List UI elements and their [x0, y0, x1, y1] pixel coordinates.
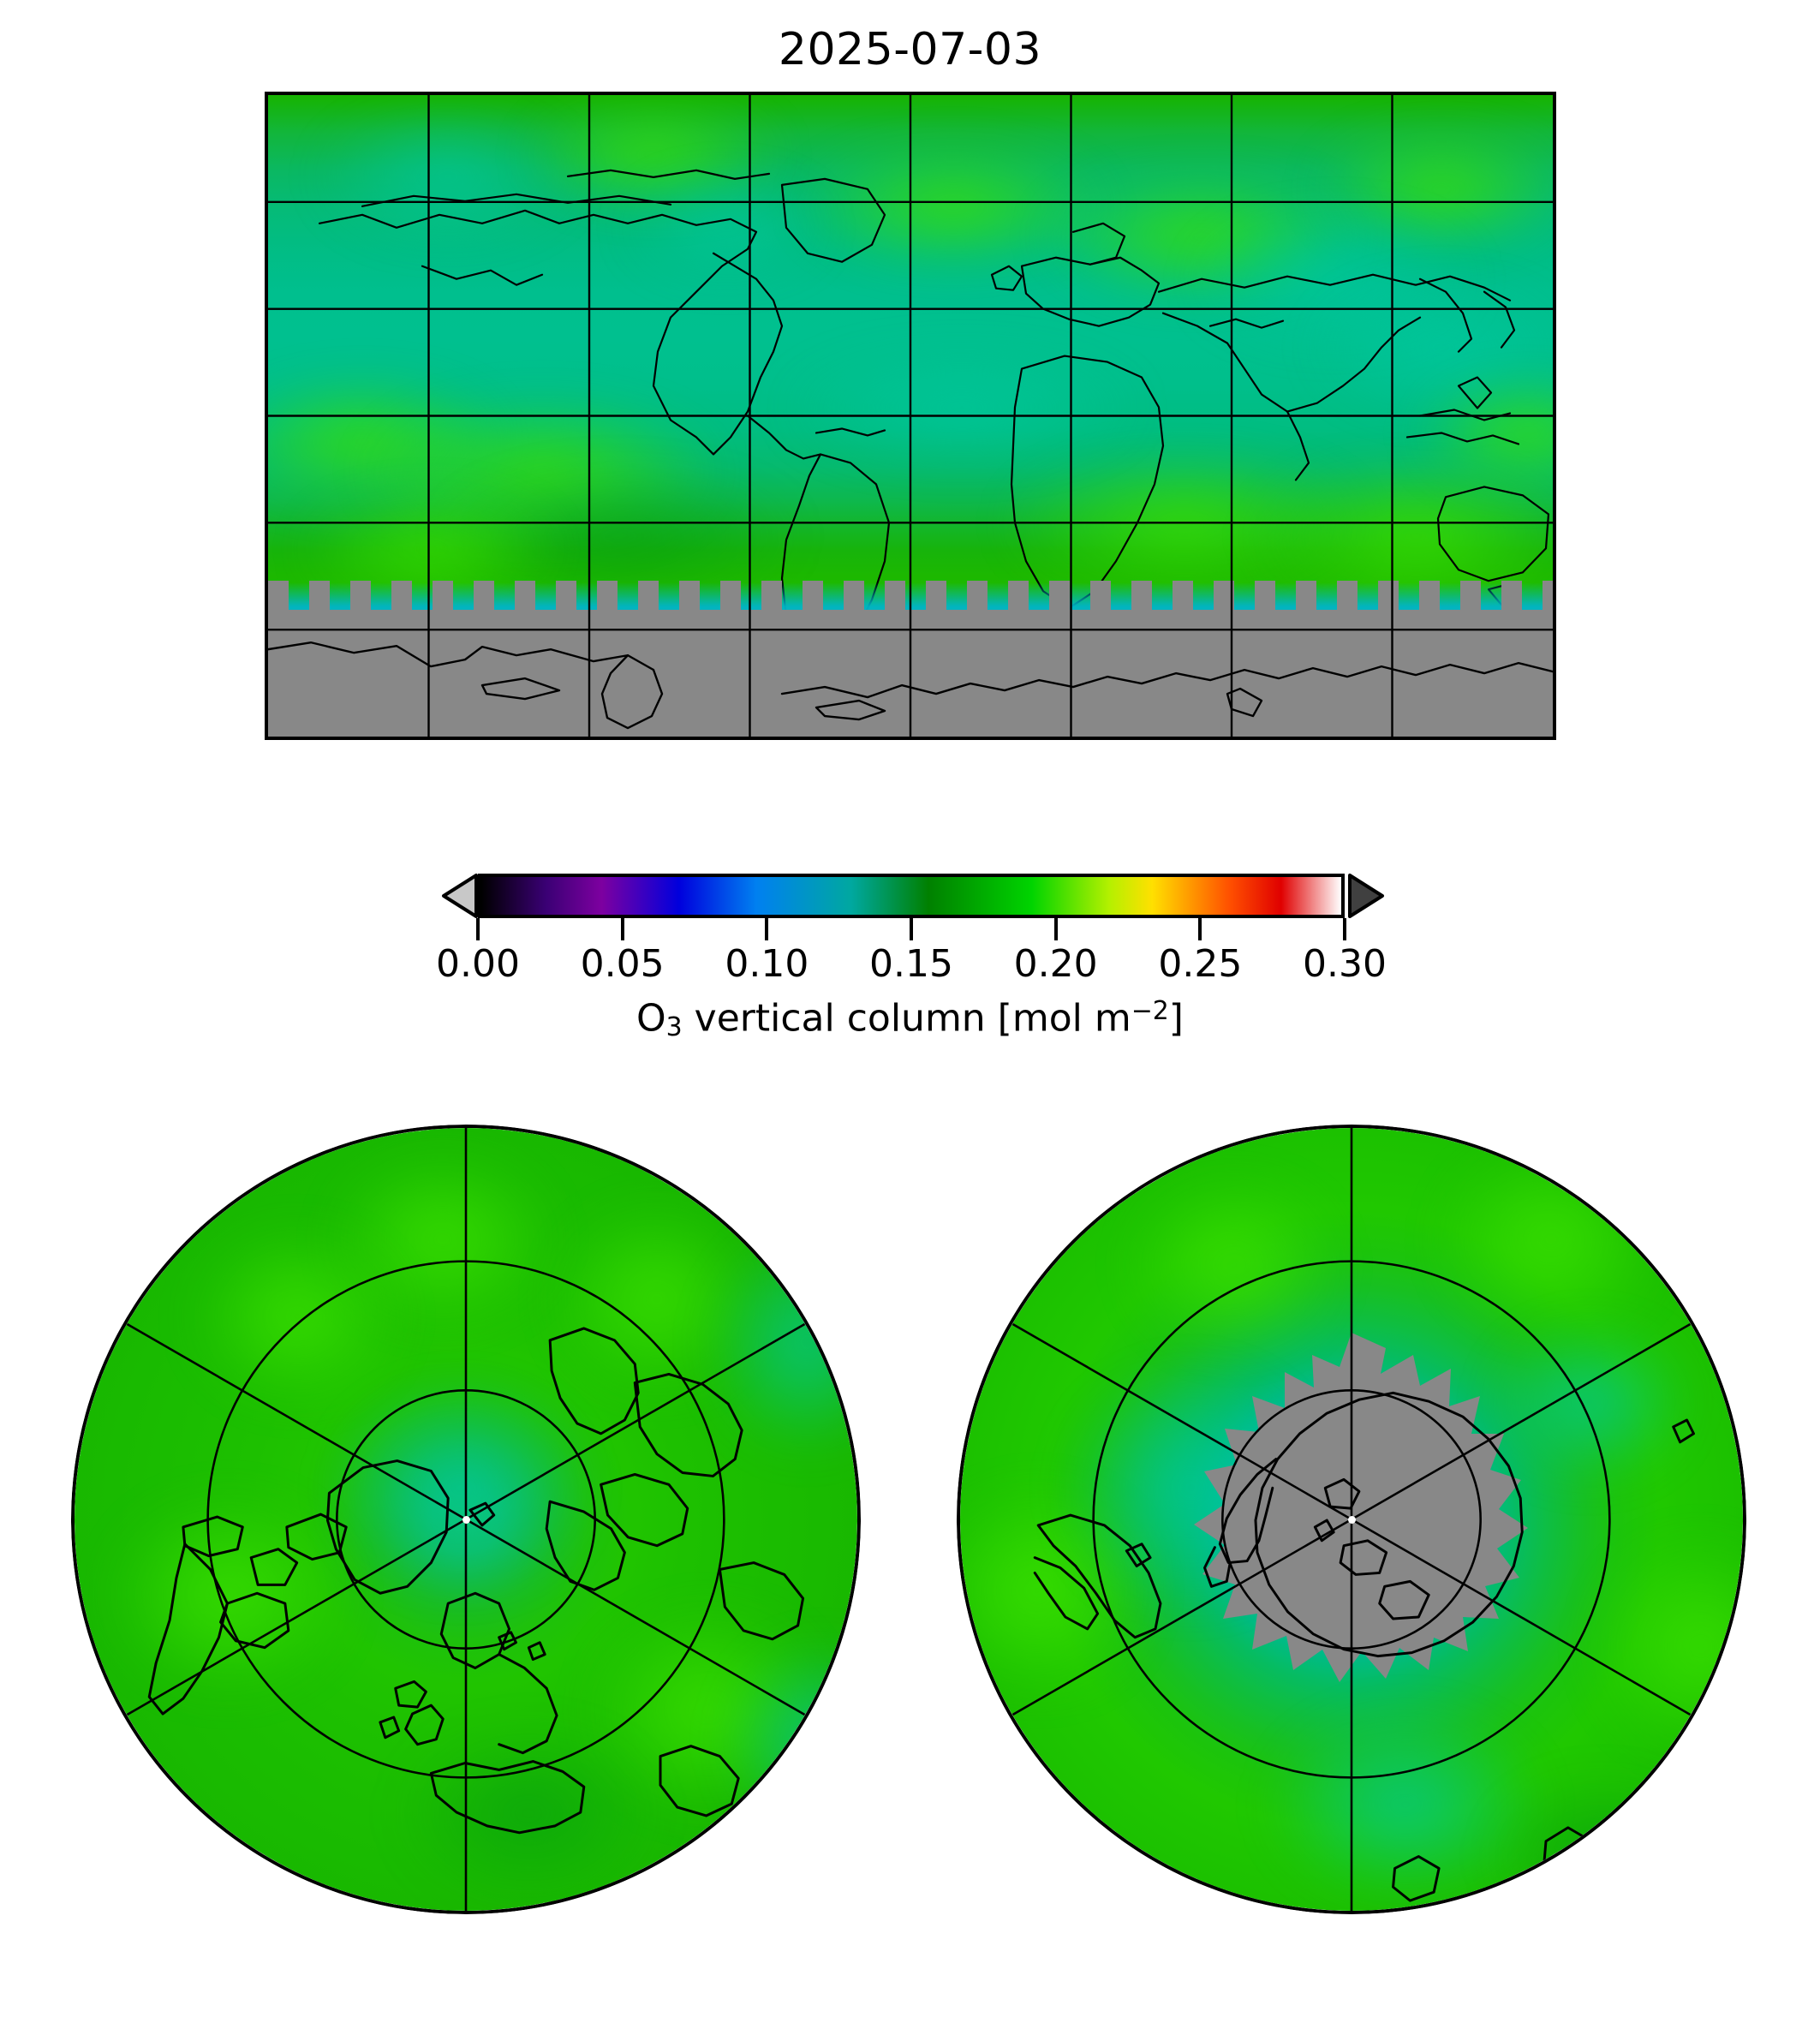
colorbar: 0.00 0.05 0.10 0.15 0.20 0.25 0.30 O3 vertical…: [0, 863, 1820, 1043]
colorbar-tick: [765, 918, 769, 940]
colorbar-tick: [1198, 918, 1202, 940]
extend-under-arrow: [442, 874, 478, 918]
global-map-surface: [268, 95, 1553, 737]
species-subscript: 3: [665, 1012, 683, 1042]
south-polar-disc: [957, 1125, 1746, 1914]
ozone-feature: [319, 112, 576, 241]
colorbar-gradient: [478, 874, 1345, 918]
south-pole-marker: [1348, 1516, 1356, 1524]
ozone-feature: [708, 1231, 857, 1453]
colorbar-tick: [1053, 918, 1058, 940]
ozone-feature: [1491, 1325, 1688, 1479]
colorbar-tick-label: 0.05: [580, 942, 665, 986]
label-close: ]: [1168, 996, 1184, 1041]
ozone-feature: [109, 1496, 349, 1693]
page-title: 2025-07-03: [778, 24, 1042, 75]
north-polar-disc: [71, 1125, 861, 1914]
colorbar-tick-label: 0.10: [725, 942, 809, 986]
ozone-feature: [400, 1728, 657, 1899]
coastlines-south: [1033, 1391, 1695, 1902]
colorbar-tick: [476, 918, 480, 940]
colorbar-tick-label: 0.25: [1158, 942, 1243, 986]
north-polar-map-panel[interactable]: [71, 1125, 861, 1914]
ozone-feature: [1440, 1145, 1662, 1334]
colorbar-ticks: [476, 918, 1346, 944]
ozone-feature: [194, 1231, 400, 1402]
graticule-global: [268, 95, 1553, 737]
colorbar-axis-label: O3 vertical column [mol m−2]: [0, 988, 1820, 1051]
ozone-feature: [628, 181, 825, 275]
colorbar-tick: [1343, 918, 1346, 940]
colorbar-tick-label: 0.30: [1303, 942, 1387, 986]
global-map-panel[interactable]: [265, 92, 1556, 740]
ozone-feature: [1491, 1779, 1714, 1911]
colorbar-tick: [620, 918, 624, 940]
unit-exponent: −2: [1131, 996, 1169, 1026]
extend-over-arrow: [1348, 874, 1384, 918]
coastlines-antarctica: [268, 641, 1553, 730]
label-text: vertical column [mol m: [682, 996, 1131, 1041]
colorbar-axes[interactable]: [442, 874, 1384, 918]
colorbar-tick-labels: 0.00 0.05 0.10 0.15 0.20 0.25 0.30: [0, 942, 1820, 990]
species-label: O: [636, 996, 666, 1041]
colorbar-tick: [910, 918, 913, 940]
coastlines-north: [147, 1327, 805, 1835]
south-polar-map-panel[interactable]: [957, 1125, 1746, 1914]
colorbar-tick-label: 0.00: [436, 942, 520, 986]
colorbar-tick-label: 0.15: [869, 942, 953, 986]
north-pole-marker: [462, 1516, 470, 1524]
ozone-feature: [782, 352, 1142, 463]
colorbar-tick-label: 0.20: [1013, 942, 1098, 986]
